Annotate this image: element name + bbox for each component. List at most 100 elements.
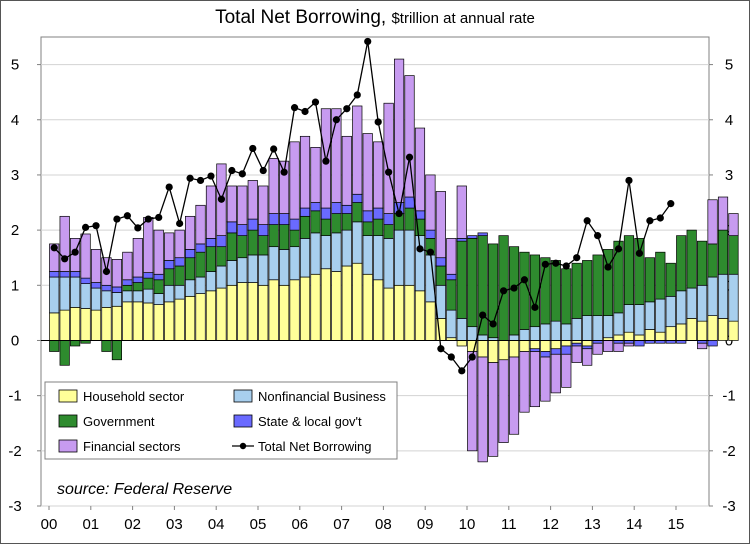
bar-household-sector (529, 340, 541, 350)
bar-nonfinancial-business (268, 246, 279, 281)
x-tick-label: 05 (250, 516, 267, 533)
total-net-borrowing-point (520, 276, 529, 284)
y-tick-label-right: 0 (725, 332, 733, 349)
bar-nonfinancial-business (571, 318, 582, 341)
bar-nonfinancial-business (707, 276, 718, 316)
bar-household-sector (226, 284, 237, 341)
total-net-borrowing-point (238, 170, 246, 178)
bar-government (185, 257, 196, 281)
y-tick-label-right: -3 (722, 498, 735, 515)
bar-financial-sectors (174, 229, 185, 259)
bar-state-local-gov-t (70, 271, 81, 278)
total-net-borrowing-point (364, 37, 372, 46)
bar-state-local-gov-t (456, 238, 467, 242)
total-net-borrowing-point (123, 212, 131, 220)
bar-financial-sectors (602, 340, 614, 352)
bar-financial-sectors (404, 75, 415, 198)
bar-financial-sectors (467, 351, 478, 452)
bar-government (216, 246, 227, 267)
bar-government (728, 235, 739, 275)
total-net-borrowing-point (635, 249, 644, 257)
bar-nonfinancial-business (258, 254, 269, 286)
y-tick-label-right: -1 (722, 388, 735, 405)
bar-state-local-gov-t (540, 351, 551, 358)
total-net-borrowing-point (405, 153, 414, 161)
bar-government (362, 221, 373, 236)
bar-financial-sectors (331, 108, 342, 203)
x-tick-label: 03 (166, 516, 183, 533)
bar-state-local-gov-t (195, 243, 206, 253)
bar-financial-sectors (383, 102, 394, 214)
total-net-borrowing-point (541, 260, 549, 268)
bar-nonfinancial-business (508, 334, 520, 341)
total-net-borrowing-point (322, 157, 330, 165)
bar-nonfinancial-business (362, 235, 373, 275)
total-net-borrowing-point (155, 213, 163, 222)
bar-government (341, 213, 352, 231)
x-tick-label: 06 (291, 516, 308, 533)
bar-household-sector (341, 265, 352, 341)
bar-financial-sectors (707, 199, 718, 245)
total-net-borrowing-point (176, 219, 184, 228)
bar-household-sector (414, 290, 426, 341)
total-net-borrowing-point (92, 222, 100, 230)
x-tick-label: 09 (417, 516, 434, 533)
total-net-borrowing-point (552, 259, 560, 267)
bar-state-local-gov-t (268, 213, 279, 225)
bar-nonfinancial-business (341, 229, 352, 267)
bar-household-sector (174, 298, 185, 341)
bar-household-sector (310, 273, 321, 341)
bar-household-sector (404, 284, 415, 341)
bar-government (456, 240, 467, 319)
bar-household-sector (153, 304, 164, 341)
bar-household-sector (540, 340, 551, 352)
bar-government (550, 260, 561, 322)
bar-state-local-gov-t (299, 207, 311, 217)
bar-financial-sectors (582, 348, 593, 366)
x-tick-label: 07 (333, 516, 350, 533)
bar-financial-sectors (498, 359, 509, 443)
bar-nonfinancial-business (70, 276, 81, 308)
bar-financial-sectors (185, 215, 196, 250)
bar-government (561, 268, 572, 325)
bar-financial-sectors (80, 233, 91, 279)
bar-government (59, 340, 70, 366)
bar-state-local-gov-t (49, 271, 60, 278)
legend-label: Total Net Borrowing (258, 439, 371, 454)
bar-state-local-gov-t (383, 213, 394, 225)
bar-state-local-gov-t (435, 257, 446, 267)
bar-household-sector (634, 334, 645, 341)
total-net-borrowing-point (499, 287, 508, 295)
x-tick-label: 11 (501, 516, 517, 533)
total-net-borrowing-point (290, 104, 299, 112)
bar-nonfinancial-business (665, 295, 676, 328)
total-net-borrowing-point (604, 263, 612, 271)
total-net-borrowing-point (196, 176, 205, 185)
total-net-borrowing-point (573, 254, 581, 262)
bar-state-local-gov-t (404, 196, 415, 209)
total-net-borrowing-point (353, 91, 361, 99)
source-note: source: Federal Reserve (57, 481, 232, 498)
bar-household-sector (728, 320, 739, 341)
legend-marker (239, 442, 247, 450)
x-tick-label: 01 (82, 516, 99, 533)
bar-nonfinancial-business (540, 323, 551, 341)
bar-financial-sectors (289, 141, 300, 220)
bar-state-local-gov-t (279, 213, 290, 225)
legend-swatch (58, 389, 78, 403)
bar-financial-sectors (310, 147, 321, 203)
bar-financial-sectors (341, 135, 352, 206)
bar-financial-sectors (258, 185, 269, 225)
bar-state-local-gov-t (467, 235, 478, 239)
bar-state-local-gov-t (571, 342, 582, 347)
bar-financial-sectors (205, 185, 217, 239)
bar-government (268, 224, 279, 248)
bar-state-local-gov-t (185, 249, 196, 259)
bar-state-local-gov-t (289, 218, 300, 231)
bar-household-sector (394, 284, 405, 341)
bar-state-local-gov-t (310, 202, 321, 212)
bar-government (310, 210, 321, 234)
y-tick-label-left: -3 (8, 498, 21, 515)
total-net-borrowing-point (207, 172, 215, 180)
total-net-borrowing-point (228, 166, 236, 175)
